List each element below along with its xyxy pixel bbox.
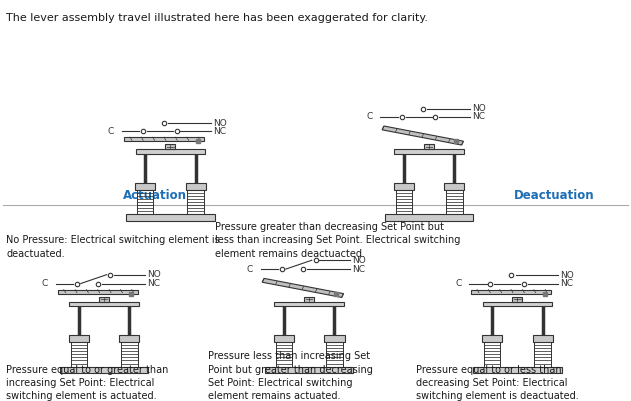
Bar [471,290,551,294]
Text: C: C [108,127,114,136]
Text: Actuation: Actuation [123,189,187,202]
Bar [324,335,345,342]
Bar [424,144,434,149]
Bar [394,183,414,190]
Polygon shape [382,126,463,145]
Bar [304,297,314,302]
Bar [186,183,206,190]
Bar [394,149,464,154]
Bar [265,367,353,373]
Text: NO: NO [560,271,574,280]
Bar [512,297,522,302]
Bar [444,183,464,190]
Bar [533,335,553,342]
Text: Pressure less than increasing Set
Point but greater than decreasing
Set Point: E: Pressure less than increasing Set Point … [208,351,373,401]
Bar [124,137,204,141]
Text: Pressure greater than decreasing Set Point but
less than increasing Set Point. E: Pressure greater than decreasing Set Poi… [215,222,460,259]
Bar [119,335,139,342]
Bar [482,335,502,342]
Bar [60,367,148,373]
Text: Deactuation: Deactuation [514,189,595,202]
Bar [58,290,138,294]
Text: NC: NC [213,127,227,136]
Text: NO: NO [472,104,486,113]
Bar [385,214,473,221]
Polygon shape [262,278,343,298]
Bar [274,302,344,306]
Bar [69,302,139,306]
Bar [136,149,205,154]
Bar [69,335,89,342]
Text: NC: NC [147,279,160,288]
Text: C: C [247,265,253,273]
Text: NO: NO [352,256,366,265]
Bar [274,335,294,342]
Bar [135,183,155,190]
Text: Pressure equal to or less than
decreasing Set Point: Electrical
switching elemen: Pressure equal to or less than decreasin… [416,365,579,401]
Text: C: C [367,112,373,121]
Text: NO: NO [147,270,161,279]
Text: NO: NO [213,119,227,128]
Text: NC: NC [560,279,574,288]
Bar [165,144,175,149]
Bar [126,214,215,221]
Bar [483,302,552,306]
Text: NC: NC [352,265,365,273]
Bar [473,367,562,373]
Text: No Pressure: Electrical switching element is
deactuated.: No Pressure: Electrical switching elemen… [6,235,220,259]
Text: NC: NC [472,112,485,121]
Bar [99,297,109,302]
Text: The lever assembly travel illustrated here has been exaggerated for clarity.: The lever assembly travel illustrated he… [6,13,428,23]
Text: C: C [42,279,48,288]
Text: C: C [455,279,461,288]
Text: Pressure equal to or greater than
increasing Set Point: Electrical
switching ele: Pressure equal to or greater than increa… [6,365,168,401]
